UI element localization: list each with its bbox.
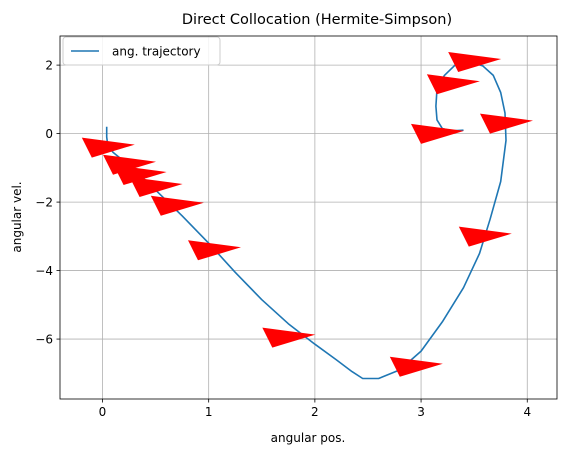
control-arrow-marker [113, 165, 167, 185]
data-layer [81, 52, 533, 380]
legend: ang. trajectory [62, 36, 221, 66]
plot-frame [59, 35, 558, 400]
x-tick-label: 1 [205, 405, 213, 419]
control-arrow-marker [426, 74, 480, 95]
y-tick-label: 0 [45, 127, 53, 141]
y-tick-label: −6 [35, 333, 53, 347]
y-tick-label: 2 [45, 59, 53, 73]
control-arrow-marker [411, 123, 464, 144]
legend-label: ang. trajectory [112, 45, 201, 59]
x-tick-label: 2 [311, 405, 319, 419]
control-arrow-marker [150, 195, 204, 216]
control-arrow-marker [448, 52, 502, 72]
control-arrow-marker [458, 226, 512, 247]
x-axis-label: angular pos. [271, 431, 346, 445]
y-tick-label: −4 [35, 264, 53, 278]
x-tick-label: 0 [99, 405, 107, 419]
control-arrow-marker [389, 356, 443, 377]
x-tick-label: 3 [417, 405, 425, 419]
legend-box [62, 36, 221, 66]
control-arrow-marker [129, 177, 183, 197]
control-arrow-marker [262, 327, 316, 348]
y-tick-label: −2 [35, 196, 53, 210]
axis-ticks: 0 1 2 3 4 2 0 −2 −4 −6 [35, 59, 531, 419]
control-arrow-marker [480, 113, 533, 134]
x-tick-label: 4 [523, 405, 531, 419]
y-axis-label: angular vel. [10, 181, 24, 252]
control-arrow-marker [188, 240, 241, 261]
chart-title: Direct Collocation (Hermite-Simpson) [182, 12, 452, 28]
control-arrow-marker [81, 137, 135, 158]
